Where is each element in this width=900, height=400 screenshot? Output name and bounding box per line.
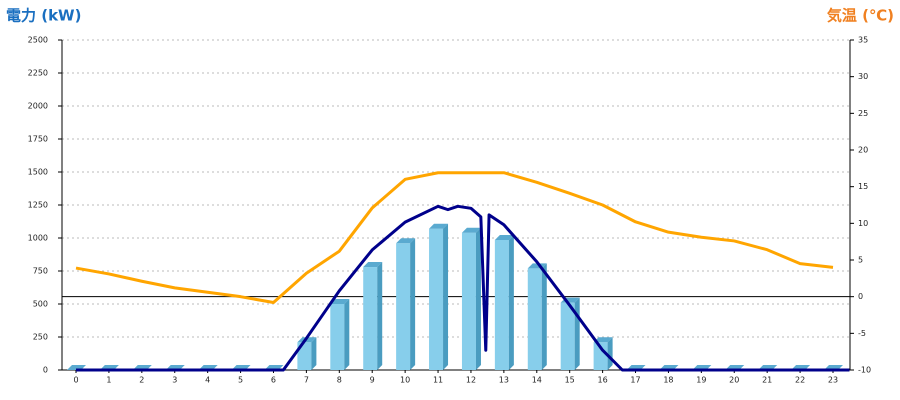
x-tick-label: 4 <box>205 376 210 385</box>
bar-top <box>461 227 481 233</box>
x-tick-label: 10 <box>400 376 410 385</box>
bar-side <box>574 297 580 370</box>
y-tick-label: 1000 <box>28 234 48 243</box>
x-tick-label: 9 <box>370 376 375 385</box>
x-tick-label: 23 <box>828 376 838 385</box>
x-tick-label: 21 <box>762 376 772 385</box>
y2-tick-label: 10 <box>858 219 868 228</box>
bar-side <box>410 238 416 370</box>
y2-tick-label: 35 <box>858 36 868 45</box>
y-tick-label: 0 <box>43 366 48 375</box>
bar-top <box>330 299 350 304</box>
x-tick-label: 18 <box>663 376 673 385</box>
y2-tick-label: -5 <box>858 329 866 338</box>
x-tick-label: 12 <box>466 376 476 385</box>
bar-top <box>429 223 449 229</box>
bar <box>363 267 378 370</box>
bar-top <box>494 234 514 240</box>
bar-side <box>311 337 317 370</box>
bar <box>560 302 575 370</box>
bar-top <box>363 262 383 268</box>
y-tick-label: 500 <box>33 300 48 309</box>
x-tick-label: 3 <box>172 376 177 385</box>
bar-side <box>377 262 383 370</box>
bar-side <box>508 234 514 370</box>
x-tick-label: 22 <box>795 376 805 385</box>
y-tick-label: 250 <box>33 333 48 342</box>
x-tick-label: 7 <box>304 376 309 385</box>
bar <box>527 268 542 370</box>
right-axis-title: 気温 (℃) <box>827 7 894 25</box>
x-tick-label: 6 <box>271 376 276 385</box>
bar-side <box>443 223 449 370</box>
line <box>75 171 834 305</box>
bar <box>494 239 509 370</box>
y-tick-label: 1500 <box>28 168 48 177</box>
y-tick-label: 2250 <box>28 69 48 78</box>
bar-side <box>541 263 547 370</box>
y-tick-label: 2500 <box>28 36 48 45</box>
x-tick-label: 14 <box>532 376 542 385</box>
bar <box>593 342 608 370</box>
x-tick-label: 11 <box>433 376 443 385</box>
x-tick-label: 16 <box>598 376 608 385</box>
x-tick-label: 17 <box>630 376 640 385</box>
bar-top <box>593 337 613 343</box>
y2-tick-label: 5 <box>858 256 863 265</box>
bar <box>396 243 411 370</box>
x-tick-label: 19 <box>696 376 706 385</box>
y-tick-label: 1750 <box>28 135 48 144</box>
bar <box>429 228 444 370</box>
y-tick-label: 1250 <box>28 201 48 210</box>
left-axis-title: 電力 (kW) <box>6 7 81 25</box>
y2-tick-label: 20 <box>858 146 868 155</box>
x-tick-label: 1 <box>106 376 111 385</box>
bar-side <box>475 227 481 370</box>
x-tick-label: 5 <box>238 376 243 385</box>
bar <box>461 232 476 370</box>
x-tick-label: 8 <box>337 376 342 385</box>
y2-tick-label: 15 <box>858 182 868 191</box>
y-tick-label: 750 <box>33 267 48 276</box>
y2-tick-label: 30 <box>858 72 868 81</box>
x-tick-label: 2 <box>139 376 144 385</box>
y2-tick-label: 25 <box>858 109 868 118</box>
x-tick-label: 15 <box>565 376 575 385</box>
x-tick-label: 0 <box>73 376 78 385</box>
y2-tick-label: 0 <box>858 292 863 301</box>
bar <box>297 342 312 370</box>
x-tick-label: 13 <box>499 376 509 385</box>
bar-side <box>344 299 350 370</box>
bar <box>330 304 345 370</box>
bar-top <box>396 238 416 244</box>
bar-side <box>607 337 613 370</box>
x-tick-label: 20 <box>729 376 739 385</box>
line <box>76 204 850 372</box>
y-tick-label: 2000 <box>28 102 48 111</box>
y2-tick-label: -10 <box>858 366 871 375</box>
